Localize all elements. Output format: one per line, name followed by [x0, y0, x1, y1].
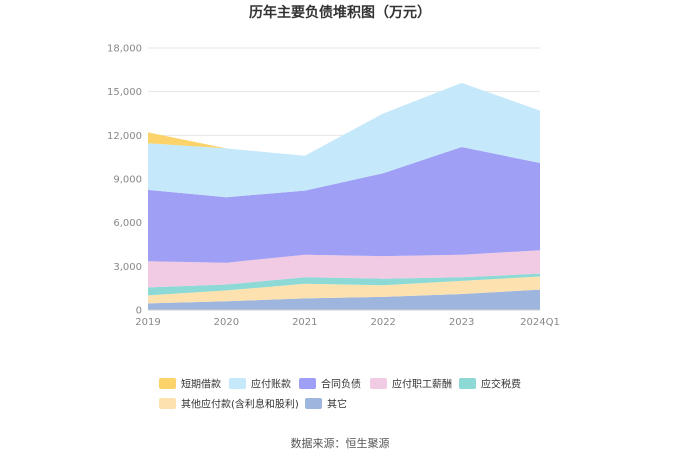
area-其它: [148, 289, 540, 310]
x-tick-label: 2022: [370, 317, 395, 328]
legend-label[interactable]: 应付职工薪酬: [392, 378, 452, 391]
x-tick-label: 2021: [292, 317, 317, 328]
area-应交税费: [148, 273, 540, 296]
legend-swatch[interactable]: [459, 378, 476, 389]
area-应付账款: [148, 82, 540, 198]
legend-label[interactable]: 合同负债: [321, 378, 361, 391]
legend-label[interactable]: 其它: [327, 398, 347, 411]
area-series: [148, 82, 540, 310]
y-tick-label: 18,000: [107, 44, 142, 55]
legend-swatch[interactable]: [159, 378, 176, 389]
x-tick-label: 2019: [135, 317, 160, 328]
legend-swatch[interactable]: [305, 398, 322, 409]
y-tick-label: 15,000: [107, 87, 142, 98]
x-tick-label: 2023: [449, 317, 474, 328]
area-其他应付款(含利息和股利): [148, 276, 540, 304]
x-tick-label: 2020: [214, 317, 239, 328]
chart-title: 历年主要负债堆积图（万元）: [249, 4, 431, 21]
area-合同负债: [148, 147, 540, 263]
legend-label[interactable]: 短期借款: [181, 378, 221, 391]
y-tick-label: 3,000: [113, 262, 142, 273]
legend-label[interactable]: 应交税费: [481, 378, 521, 391]
legend-label[interactable]: 其他应付款(含利息和股利): [181, 398, 299, 411]
y-tick-label: 9,000: [113, 175, 142, 186]
legend-swatch[interactable]: [229, 378, 246, 389]
data-source-note: 数据来源：恒生聚源: [291, 436, 390, 450]
legend-swatch[interactable]: [299, 378, 316, 389]
legend-swatch[interactable]: [159, 398, 176, 409]
y-tick-label: 0: [136, 306, 142, 317]
legend-label[interactable]: 应付账款: [251, 378, 291, 391]
x-tick-label: 2024Q1: [520, 317, 560, 328]
y-tick-label: 6,000: [113, 218, 142, 229]
legend-swatch[interactable]: [370, 378, 387, 389]
y-tick-label: 12,000: [107, 131, 142, 142]
axes: 0 3,000 6,000 9,000 12,000 15,000 18,000 2019 20…: [107, 44, 560, 329]
area-应付职工薪酬: [148, 250, 540, 288]
